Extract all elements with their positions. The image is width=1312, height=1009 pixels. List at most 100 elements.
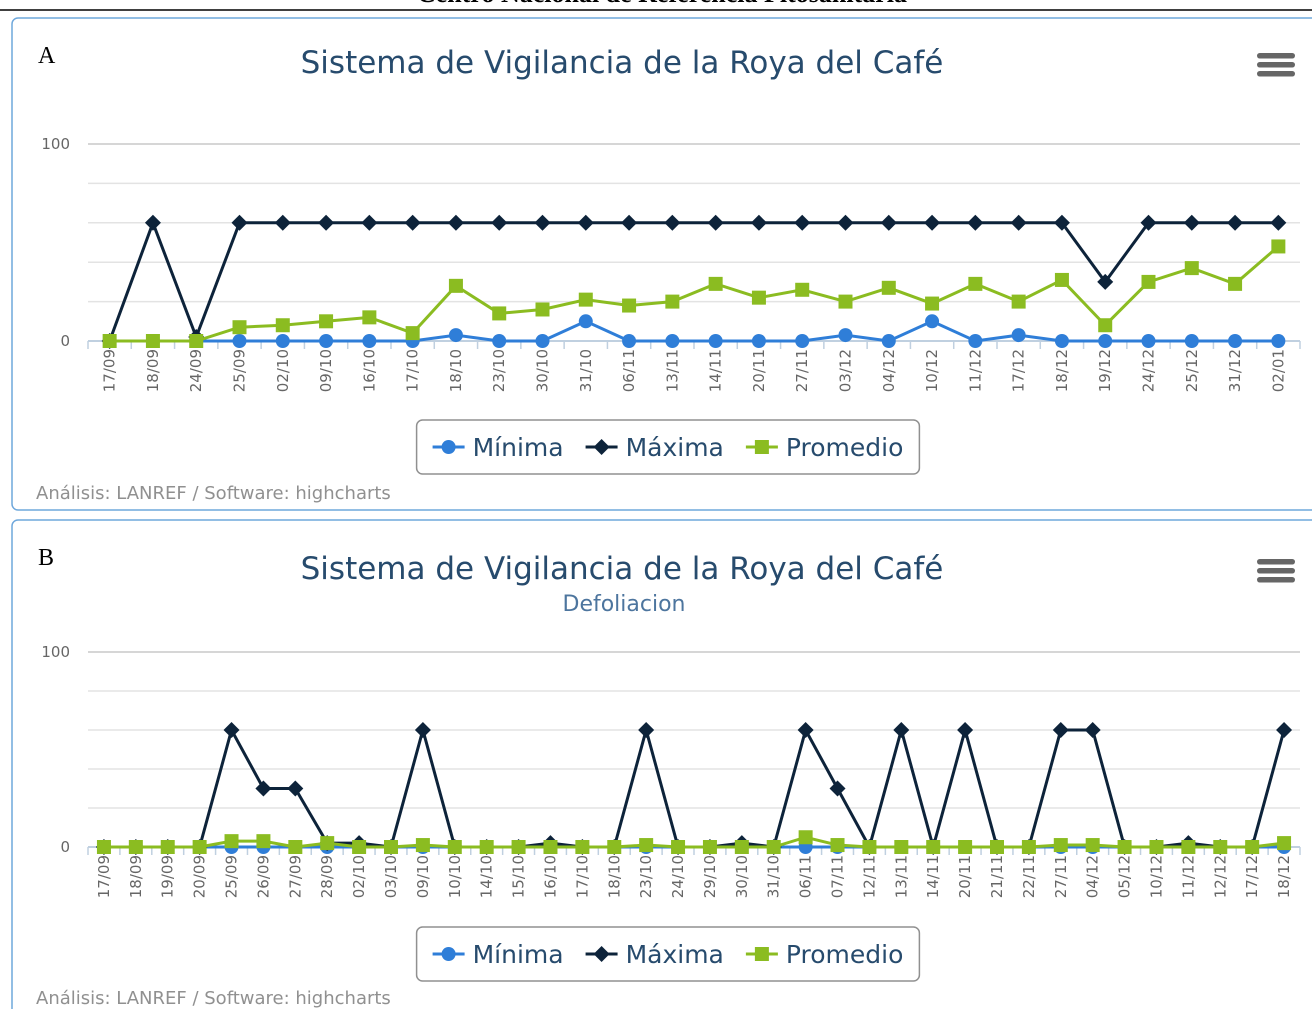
marker — [794, 214, 811, 231]
x-tick-label: 10/12 — [923, 349, 941, 392]
marker — [534, 214, 551, 231]
marker — [102, 334, 117, 348]
x-tick-label: 06/11 — [620, 349, 638, 392]
legend-label: Mínima — [473, 433, 564, 462]
marker — [1276, 722, 1293, 738]
x-tick-label: 04/12 — [880, 349, 898, 392]
x-tick-label: 27/09 — [286, 855, 304, 898]
legend-marker — [441, 947, 456, 961]
marker — [638, 722, 655, 738]
y-tick-label: 100 — [41, 643, 70, 661]
legend-marker — [593, 946, 610, 962]
x-tick-label: 31/10 — [765, 855, 783, 898]
x-tick-label: 18/12 — [1275, 855, 1293, 898]
marker — [223, 722, 240, 738]
marker — [192, 840, 207, 854]
marker — [128, 840, 143, 854]
marker — [957, 722, 974, 738]
marker — [968, 334, 983, 348]
marker — [926, 840, 941, 854]
marker — [702, 840, 717, 854]
chart-title: Sistema de Vigilancia de la Roya del Caf… — [301, 551, 944, 587]
marker — [320, 836, 335, 851]
panel-label: B — [38, 545, 54, 571]
marker — [1117, 840, 1132, 854]
series-line — [103, 835, 1285, 849]
marker — [1141, 334, 1156, 348]
x-tick-label: 03/10 — [382, 855, 400, 898]
x-tick-label: 18/10 — [605, 855, 623, 898]
x-tick-label: 17/09 — [101, 349, 119, 392]
marker — [1052, 722, 1069, 738]
marker — [447, 840, 462, 854]
legend-label: Máxima — [626, 940, 724, 969]
x-tick-label: 30/10 — [733, 855, 751, 898]
marker — [967, 214, 984, 231]
x-tick-label: 31/10 — [577, 349, 595, 392]
x-tick-label: 02/01 — [1269, 349, 1287, 392]
marker — [1053, 838, 1068, 853]
x-tick-label: 16/10 — [541, 855, 559, 898]
marker — [352, 840, 367, 854]
marker — [578, 292, 593, 307]
marker — [543, 840, 558, 854]
marker — [1277, 836, 1292, 851]
x-tick-label: 19/12 — [1096, 349, 1114, 392]
marker — [1098, 318, 1113, 333]
x-tick-label: 14/11 — [707, 349, 725, 392]
marker — [1098, 334, 1113, 348]
marker — [1021, 840, 1036, 854]
marker — [924, 214, 941, 231]
menu-icon[interactable] — [1257, 568, 1295, 574]
marker — [1053, 214, 1070, 231]
x-tick-label: 31/12 — [1226, 349, 1244, 392]
legend-box — [415, 926, 921, 982]
marker — [880, 214, 897, 231]
x-tick-label: 24/12 — [1140, 349, 1158, 392]
series-line — [103, 724, 1286, 853]
x-tick-label: 17/10 — [404, 349, 422, 392]
chart-subtitle: Defoliacion — [563, 592, 686, 617]
menu-icon[interactable] — [1257, 577, 1295, 583]
marker — [1227, 214, 1244, 231]
marker — [255, 780, 272, 797]
series — [102, 239, 1286, 348]
marker — [1097, 273, 1114, 290]
menu-icon[interactable] — [1257, 71, 1295, 77]
x-tick-label: 14/11 — [924, 855, 942, 898]
marker — [1010, 214, 1027, 231]
marker — [621, 214, 638, 231]
legend-label: Promedio — [786, 433, 904, 462]
marker — [925, 296, 940, 311]
menu-icon[interactable] — [1257, 53, 1295, 59]
marker — [224, 834, 239, 849]
menu-icon[interactable] — [1257, 62, 1295, 68]
marker — [405, 326, 420, 341]
x-tick-label: 18/12 — [1053, 349, 1071, 392]
marker — [491, 214, 508, 231]
legend-marker — [754, 947, 769, 961]
x-tick-label: 26/09 — [254, 855, 272, 898]
y-tick-label: 0 — [60, 838, 70, 856]
marker — [1054, 334, 1069, 348]
series — [96, 830, 1292, 854]
marker — [448, 278, 463, 293]
marker — [415, 838, 430, 853]
marker — [766, 840, 781, 854]
series — [101, 214, 1287, 349]
marker — [361, 214, 378, 231]
marker — [671, 840, 686, 854]
marker — [160, 840, 175, 854]
marker — [189, 334, 204, 348]
marker — [492, 334, 507, 348]
x-tick-label: 21/11 — [988, 855, 1006, 898]
panel — [11, 519, 1312, 1009]
marker — [578, 314, 593, 329]
marker — [511, 840, 526, 854]
marker — [535, 302, 550, 317]
series — [95, 722, 1293, 855]
marker — [288, 840, 303, 854]
x-tick-label: 20/09 — [191, 855, 209, 898]
menu-icon[interactable] — [1257, 559, 1295, 565]
